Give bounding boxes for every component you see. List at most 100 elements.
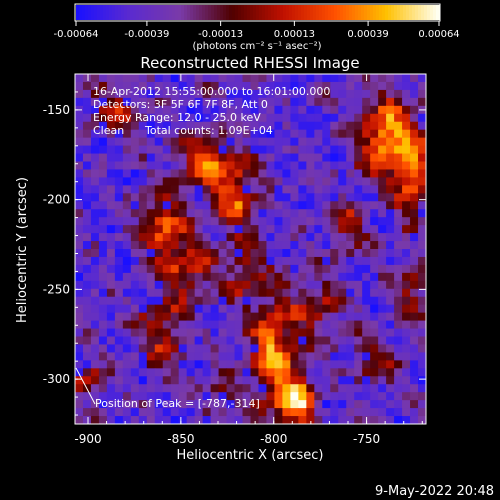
heatmap-cell [258, 209, 267, 218]
colorbar-strip [352, 5, 356, 20]
heatmap-cell [122, 89, 132, 99]
heatmap-cell [75, 312, 84, 322]
heatmap-cell [170, 145, 180, 155]
heatmap-cell [114, 384, 124, 393]
heatmap-cell [266, 217, 275, 226]
heatmap-cell [98, 201, 108, 210]
heatmap-cell [202, 113, 212, 123]
heatmap-cell [210, 121, 220, 131]
heatmap-cell [90, 161, 100, 170]
colorbar-strip [112, 5, 116, 20]
heatmap-cell [338, 74, 347, 83]
heatmap-cell [98, 241, 108, 250]
heatmap-cell [322, 320, 331, 330]
heatmap-cell [234, 400, 244, 409]
heatmap-cell [258, 400, 267, 409]
heatmap-cell [330, 137, 339, 147]
heatmap-cell [122, 416, 132, 425]
heatmap-cell [410, 225, 419, 234]
heatmap-cell [130, 352, 140, 361]
heatmap-cell [402, 392, 411, 401]
heatmap-cell [138, 193, 148, 202]
heatmap-cell [98, 113, 108, 123]
heatmap-cell [122, 320, 132, 330]
heatmap-cell [266, 113, 275, 123]
heatmap-cell [298, 129, 307, 139]
heatmap-cell [266, 121, 275, 131]
colorbar-strip [400, 5, 404, 20]
heatmap-cell [418, 416, 427, 425]
heatmap-cell [242, 97, 251, 107]
colorbar-strip [223, 5, 227, 20]
colorbar-strip [412, 5, 416, 20]
heatmap-cell [346, 392, 355, 401]
heatmap-cell [282, 416, 291, 425]
heatmap-cell [282, 360, 291, 369]
heatmap-cell [146, 217, 156, 226]
colorbar-strip [127, 5, 131, 20]
heatmap-cell [226, 89, 236, 99]
heatmap-cell [298, 344, 307, 353]
heatmap-cell [362, 376, 371, 385]
x-tick-label: -750 [353, 432, 380, 446]
heatmap-cell [178, 137, 188, 147]
heatmap-cell [146, 416, 156, 425]
heatmap-cell [282, 209, 291, 218]
heatmap-cell [242, 145, 251, 155]
heatmap-cell [362, 145, 371, 155]
heatmap-cell [362, 328, 371, 337]
colorbar-strip [328, 5, 332, 20]
heatmap-cell [218, 97, 228, 107]
heatmap-cell [226, 185, 236, 194]
colorbar-strip [346, 5, 350, 20]
heatmap-cell [346, 121, 355, 131]
heatmap-cell [410, 272, 419, 282]
heatmap-cell [306, 217, 315, 226]
heatmap-cell [154, 328, 164, 337]
heatmap-cell [242, 416, 251, 425]
heatmap-cell [250, 137, 259, 147]
colorbar-strip [259, 5, 263, 20]
heatmap-cell [130, 408, 140, 417]
heatmap-cell [114, 296, 124, 306]
heatmap-cell [106, 121, 116, 131]
heatmap-cell [418, 241, 427, 250]
heatmap-cell [354, 296, 363, 306]
heatmap-cell [274, 193, 283, 202]
heatmap-cell [234, 217, 244, 226]
heatmap-cell [394, 145, 403, 155]
heatmap-cell [258, 296, 267, 306]
heatmap-cell [330, 121, 339, 131]
heatmap-cell [322, 113, 331, 123]
heatmap-cell [274, 264, 283, 274]
heatmap-cell [138, 81, 148, 91]
heatmap-cell [82, 217, 92, 226]
heatmap-cell [354, 320, 363, 330]
heatmap-cell [266, 416, 275, 425]
heatmap-cell [186, 193, 196, 202]
heatmap-cell [314, 304, 323, 314]
heatmap-cell [410, 280, 419, 290]
heatmap-cell [202, 129, 212, 139]
heatmap-cell [258, 249, 267, 258]
heatmap-cell [138, 352, 148, 361]
heatmap-cell [202, 312, 212, 322]
heatmap-cell [186, 225, 196, 234]
heatmap-cell [394, 264, 403, 274]
colorbar-strip [250, 5, 254, 20]
heatmap-cell [354, 209, 363, 218]
heatmap-cell [322, 209, 331, 218]
heatmap-cell [386, 288, 395, 298]
heatmap-cell [138, 344, 148, 353]
heatmap-cell [114, 233, 124, 242]
heatmap-cell [82, 201, 92, 210]
heatmap-cell [210, 249, 220, 258]
colorbar-strip [133, 5, 137, 20]
heatmap-cell [82, 225, 92, 234]
heatmap-cell [378, 121, 387, 131]
heatmap-cell [322, 185, 331, 194]
heatmap-cell [234, 177, 244, 186]
heatmap-cell [218, 177, 228, 186]
heatmap-cell [178, 201, 188, 210]
heatmap-cell [370, 185, 379, 194]
